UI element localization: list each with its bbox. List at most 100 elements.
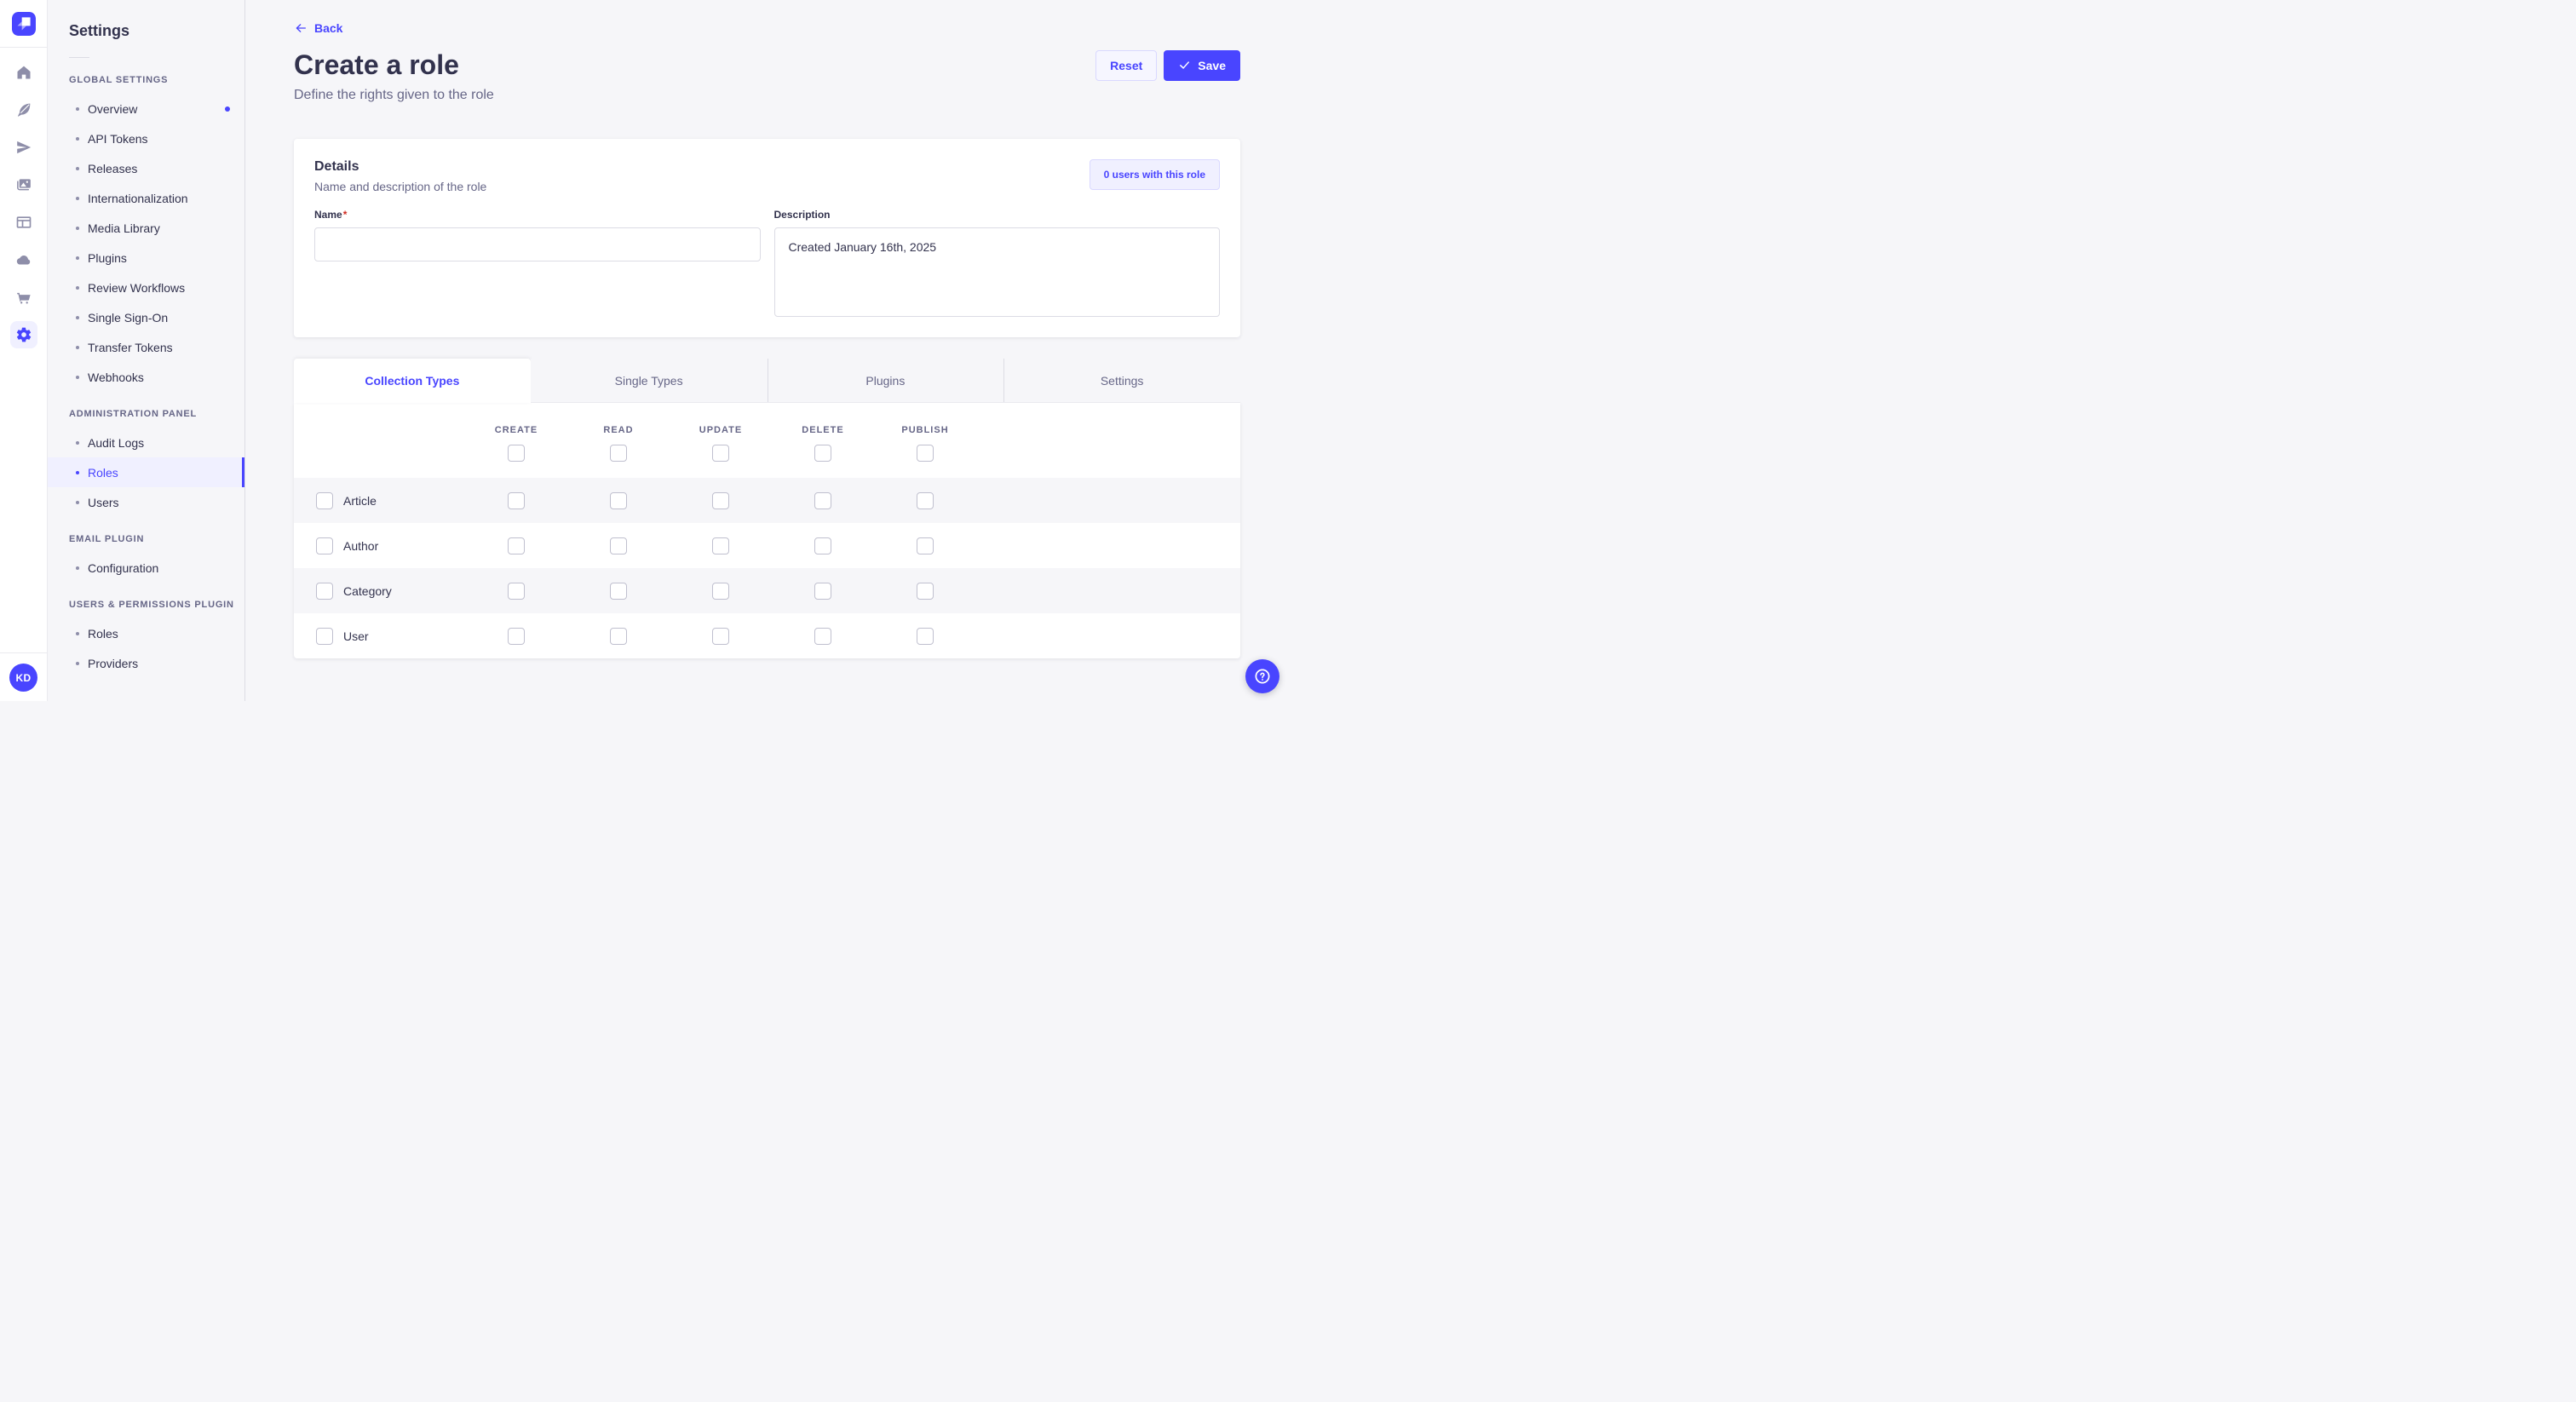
article-update-checkbox[interactable]	[712, 491, 729, 509]
sidebar-item-label: Providers	[88, 656, 139, 670]
article-publish-checkbox[interactable]	[917, 491, 934, 509]
sidebar-item-label: Configuration	[88, 560, 159, 575]
description-textarea[interactable]: Created January 16th, 2025	[773, 227, 1220, 317]
select-all-update-checkbox[interactable]	[712, 445, 729, 462]
user-delete-checkbox[interactable]	[814, 627, 831, 645]
sidebar-item-internationalization[interactable]: Internationalization	[48, 183, 244, 213]
category-create-checkbox[interactable]	[508, 582, 525, 600]
sidebar-item-overview[interactable]: Overview	[48, 94, 244, 124]
tab-single-types[interactable]: Single Types	[530, 359, 768, 403]
sidebar-item-roles[interactable]: Roles	[48, 457, 244, 487]
user-create-checkbox[interactable]	[508, 627, 525, 645]
article-row-checkbox[interactable]	[316, 491, 333, 509]
permissions-tabs: Collection Types Single Types Plugins Setti…	[294, 359, 1240, 403]
row-name-cell: Author	[294, 537, 465, 554]
cell-article-create	[465, 491, 567, 509]
select-all-delete-checkbox[interactable]	[814, 445, 831, 462]
sidebar-section-global-settings: GLOBAL SETTINGS Overview API Tokens Release…	[48, 68, 244, 392]
user-row-checkbox[interactable]	[316, 627, 333, 645]
help-button[interactable]	[1245, 659, 1279, 693]
rail-item-cloud[interactable]	[10, 246, 37, 273]
tab-plugins[interactable]: Plugins	[767, 359, 1004, 403]
rail-item-media[interactable]	[10, 171, 37, 198]
reset-button[interactable]: Reset	[1095, 49, 1158, 81]
sidebar-item-releases[interactable]: Releases	[48, 153, 244, 183]
author-create-checkbox[interactable]	[508, 537, 525, 554]
sidebar-item-users[interactable]: Users	[48, 487, 244, 517]
notification-dot-icon	[225, 106, 230, 112]
sidebar-item-providers[interactable]: Providers	[48, 648, 244, 678]
strapi-logo-icon[interactable]	[11, 11, 36, 36]
category-row-checkbox[interactable]	[316, 582, 333, 600]
sidebar-sections: GLOBAL SETTINGS Overview API Tokens Release…	[48, 68, 244, 678]
table-row-author: Author	[294, 523, 1240, 568]
sidebar-item-review-workflows[interactable]: Review Workflows	[48, 273, 244, 302]
section-items: Audit Logs Roles Users	[48, 428, 244, 517]
bullet-icon	[76, 285, 79, 290]
tab-settings[interactable]: Settings	[1003, 359, 1240, 403]
permissions-panel: CREATE READ UPDATE DELETE PUBLISH Article Aut…	[294, 403, 1240, 658]
user-read-checkbox[interactable]	[610, 627, 627, 645]
article-create-checkbox[interactable]	[508, 491, 525, 509]
author-read-checkbox[interactable]	[610, 537, 627, 554]
cell-user-delete	[772, 627, 874, 645]
category-delete-checkbox[interactable]	[814, 582, 831, 600]
back-link[interactable]: Back	[294, 21, 342, 35]
name-label-text: Name	[314, 209, 342, 221]
author-delete-checkbox[interactable]	[814, 537, 831, 554]
sidebar-item-plugins[interactable]: Plugins	[48, 243, 244, 273]
article-delete-checkbox[interactable]	[814, 491, 831, 509]
user-publish-checkbox[interactable]	[917, 627, 934, 645]
column-header-label: CREATE	[494, 425, 538, 435]
details-header-text: Details Name and description of the role	[314, 159, 486, 193]
author-publish-checkbox[interactable]	[917, 537, 934, 554]
sidebar-item-transfer-tokens[interactable]: Transfer Tokens	[48, 332, 244, 362]
page-subtitle: Define the rights given to the role	[294, 88, 494, 102]
cell-article-read	[567, 491, 670, 509]
check-icon	[1180, 61, 1190, 69]
avatar[interactable]: KD	[9, 664, 37, 692]
sidebar-item-roles[interactable]: Roles	[48, 618, 244, 648]
rail-item-gear[interactable]	[9, 321, 37, 348]
back-arrow-icon	[296, 24, 306, 32]
rail-item-feather[interactable]	[10, 96, 37, 124]
author-row-checkbox[interactable]	[316, 537, 333, 554]
sidebar-item-configuration[interactable]: Configuration	[48, 553, 244, 583]
rail-item-home[interactable]	[10, 59, 37, 86]
select-all-publish-checkbox[interactable]	[917, 445, 934, 462]
rail-item-cart[interactable]	[10, 284, 37, 311]
select-all-read-checkbox[interactable]	[610, 445, 627, 462]
sidebar-item-audit-logs[interactable]: Audit Logs	[48, 428, 244, 457]
category-publish-checkbox[interactable]	[917, 582, 934, 600]
details-fields: Name* Description Created January 16th, …	[314, 207, 1220, 317]
name-input[interactable]	[314, 227, 761, 261]
sidebar-item-label: Transfer Tokens	[88, 340, 173, 354]
permissions-table-body: Article Author Category User	[294, 478, 1240, 658]
sidebar-item-label: Internationalization	[88, 191, 188, 205]
cell-author-read	[567, 537, 670, 554]
row-name-cell: Category	[294, 582, 465, 600]
rail-item-paper-plane[interactable]	[10, 134, 37, 161]
cell-article-delete	[772, 491, 874, 509]
description-label: Description	[773, 209, 831, 221]
sidebar-item-media-library[interactable]: Media Library	[48, 213, 244, 243]
category-read-checkbox[interactable]	[610, 582, 627, 600]
row-name-cell: User	[294, 627, 465, 645]
main-content: Back Create a role Reset Save Define the…	[245, 0, 1288, 701]
question-mark-icon	[1255, 669, 1270, 684]
row-label: User	[343, 629, 369, 643]
article-read-checkbox[interactable]	[610, 491, 627, 509]
category-update-checkbox[interactable]	[712, 582, 729, 600]
select-all-create-checkbox[interactable]	[508, 445, 525, 462]
cell-article-publish	[874, 491, 976, 509]
rail-item-layout[interactable]	[10, 209, 37, 236]
sidebar-item-api-tokens[interactable]: API Tokens	[48, 124, 244, 153]
sidebar-item-single-sign-on[interactable]: Single Sign-On	[48, 302, 244, 332]
author-update-checkbox[interactable]	[712, 537, 729, 554]
sidebar-item-webhooks[interactable]: Webhooks	[48, 362, 244, 392]
cart-icon	[16, 292, 31, 304]
users-with-role-button[interactable]: 0 users with this role	[1089, 159, 1220, 190]
save-button[interactable]: Save	[1164, 49, 1240, 81]
tab-collection-types[interactable]: Collection Types	[294, 359, 531, 403]
user-update-checkbox[interactable]	[712, 627, 729, 645]
